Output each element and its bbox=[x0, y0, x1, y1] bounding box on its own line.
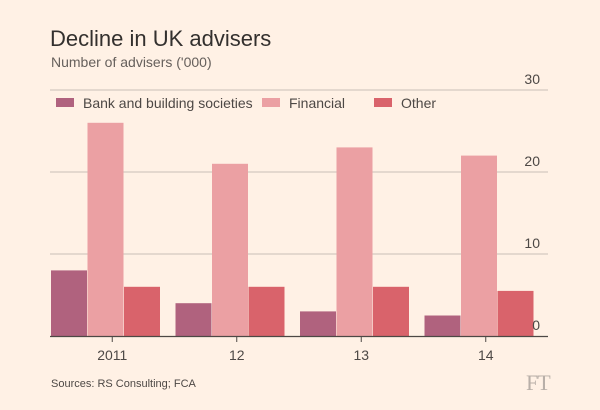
y-tick-label: 20 bbox=[524, 153, 540, 169]
legend: Bank and building societies Financial Othe… bbox=[56, 95, 436, 111]
bar bbox=[424, 315, 461, 336]
legend-label: Other bbox=[401, 95, 436, 111]
legend-label: Financial bbox=[289, 95, 345, 111]
x-tick-label: 14 bbox=[478, 347, 494, 363]
y-tick-label: 30 bbox=[524, 71, 540, 87]
bar bbox=[51, 270, 87, 336]
bar bbox=[300, 311, 336, 336]
x-tick-label: 12 bbox=[229, 347, 245, 363]
bar bbox=[175, 303, 212, 336]
source-note: Sources: RS Consulting; FCA bbox=[51, 378, 196, 390]
x-tick-label: 13 bbox=[353, 347, 369, 363]
bar bbox=[248, 286, 285, 336]
legend-label: Bank and building societies bbox=[83, 95, 253, 111]
x-tick-label: 2011 bbox=[97, 347, 127, 363]
x-axis: 2011 12 13 14 bbox=[50, 335, 548, 363]
bars bbox=[51, 122, 534, 336]
chart-subtitle: Number of advisers ('000) bbox=[51, 54, 212, 70]
bar bbox=[212, 163, 248, 336]
legend-swatch bbox=[262, 98, 280, 107]
bar bbox=[497, 290, 534, 336]
legend-swatch bbox=[374, 98, 392, 107]
ft-logo: FT bbox=[526, 370, 551, 395]
bar bbox=[373, 286, 409, 336]
y-tick-label: 10 bbox=[524, 235, 540, 251]
bar bbox=[336, 147, 373, 336]
bar bbox=[87, 122, 124, 336]
bar bbox=[461, 155, 497, 336]
y-axis-labels: 0 10 20 30 bbox=[524, 71, 540, 333]
legend-swatch bbox=[56, 98, 74, 107]
bar bbox=[124, 286, 160, 336]
y-tick-label: 0 bbox=[532, 317, 540, 333]
chart-title: Decline in UK advisers bbox=[50, 26, 272, 51]
